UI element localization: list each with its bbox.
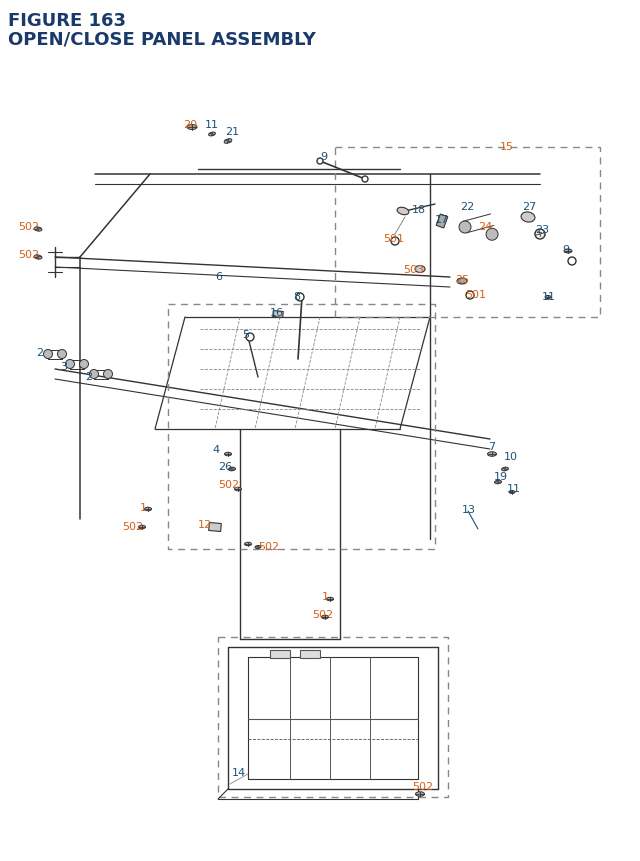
Ellipse shape <box>79 360 88 369</box>
Ellipse shape <box>44 350 52 359</box>
Text: 502: 502 <box>258 542 279 551</box>
Text: 11: 11 <box>542 292 556 301</box>
Text: 501: 501 <box>465 289 486 300</box>
Ellipse shape <box>415 792 424 796</box>
Text: 3: 3 <box>60 362 67 372</box>
Text: 9: 9 <box>562 245 569 255</box>
Text: 501: 501 <box>383 233 404 244</box>
Text: 6: 6 <box>215 272 222 282</box>
Ellipse shape <box>521 213 535 223</box>
Ellipse shape <box>224 139 232 144</box>
Circle shape <box>466 292 474 300</box>
Ellipse shape <box>488 452 497 456</box>
Circle shape <box>317 158 323 164</box>
Ellipse shape <box>104 370 113 379</box>
Text: 12: 12 <box>198 519 212 530</box>
Text: OPEN/CLOSE PANEL ASSEMBLY: OPEN/CLOSE PANEL ASSEMBLY <box>8 30 316 48</box>
Ellipse shape <box>34 227 42 232</box>
Ellipse shape <box>535 232 545 238</box>
Text: 2: 2 <box>36 348 43 357</box>
Text: 13: 13 <box>462 505 476 514</box>
Text: 26: 26 <box>218 461 232 472</box>
Text: 16: 16 <box>270 307 284 318</box>
Text: 4: 4 <box>212 444 219 455</box>
Text: 22: 22 <box>460 201 474 212</box>
Ellipse shape <box>58 350 67 359</box>
Text: 5: 5 <box>242 330 249 339</box>
Circle shape <box>391 238 399 245</box>
Circle shape <box>246 333 254 342</box>
Text: 20: 20 <box>183 120 197 130</box>
Text: 25: 25 <box>455 275 469 285</box>
Ellipse shape <box>486 229 498 241</box>
Text: 7: 7 <box>488 442 495 451</box>
Circle shape <box>362 177 368 183</box>
Text: 502: 502 <box>18 250 39 260</box>
Ellipse shape <box>225 453 232 456</box>
Text: 18: 18 <box>412 205 426 214</box>
Text: 502: 502 <box>18 222 39 232</box>
Text: 11: 11 <box>507 483 521 493</box>
Ellipse shape <box>138 525 145 530</box>
Text: 24: 24 <box>478 222 492 232</box>
Text: 2: 2 <box>85 372 92 381</box>
Ellipse shape <box>145 508 152 511</box>
Text: 21: 21 <box>225 127 239 137</box>
Text: 502: 502 <box>218 480 239 489</box>
Ellipse shape <box>415 266 425 273</box>
Ellipse shape <box>65 360 74 369</box>
Text: 11: 11 <box>205 120 219 130</box>
Text: 14: 14 <box>232 767 246 777</box>
Text: 9: 9 <box>320 152 327 162</box>
Ellipse shape <box>244 542 252 546</box>
Bar <box>273 311 284 318</box>
Text: 23: 23 <box>535 225 549 235</box>
Text: 502: 502 <box>412 781 433 791</box>
Bar <box>209 523 221 532</box>
Ellipse shape <box>255 546 261 548</box>
Text: 15: 15 <box>500 142 514 152</box>
Text: 19: 19 <box>494 472 508 481</box>
Ellipse shape <box>90 370 99 379</box>
Ellipse shape <box>234 487 241 491</box>
Circle shape <box>568 257 576 266</box>
Bar <box>270 650 290 659</box>
Ellipse shape <box>321 616 328 619</box>
Ellipse shape <box>397 208 409 215</box>
Ellipse shape <box>509 491 515 494</box>
Text: 1: 1 <box>322 592 329 601</box>
Text: 503: 503 <box>403 264 424 275</box>
Bar <box>436 214 448 229</box>
Text: 502: 502 <box>312 610 333 619</box>
Text: 8: 8 <box>293 292 300 301</box>
Circle shape <box>296 294 304 301</box>
Ellipse shape <box>495 480 502 484</box>
Text: 17: 17 <box>435 214 449 225</box>
Ellipse shape <box>209 133 216 137</box>
Ellipse shape <box>34 256 42 260</box>
Ellipse shape <box>228 468 236 471</box>
Ellipse shape <box>326 598 333 601</box>
Text: 502: 502 <box>122 522 143 531</box>
Ellipse shape <box>457 279 467 285</box>
Ellipse shape <box>187 126 197 130</box>
Text: 10: 10 <box>504 451 518 461</box>
Text: FIGURE 163: FIGURE 163 <box>8 12 126 30</box>
Bar <box>300 650 320 659</box>
Ellipse shape <box>459 222 471 233</box>
Text: 1: 1 <box>140 503 147 512</box>
Ellipse shape <box>545 296 551 299</box>
Ellipse shape <box>564 250 572 254</box>
Text: 27: 27 <box>522 201 536 212</box>
Ellipse shape <box>502 468 508 471</box>
Circle shape <box>535 230 545 239</box>
